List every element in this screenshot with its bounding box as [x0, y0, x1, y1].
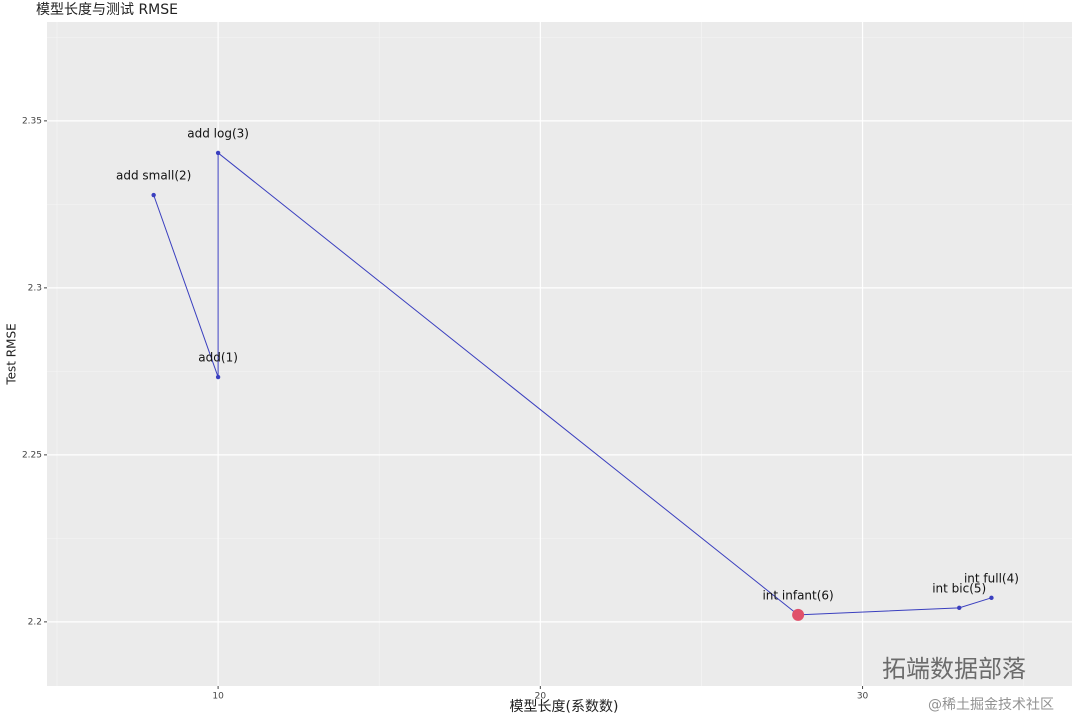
chart-title: 模型长度与测试 RMSE: [36, 2, 178, 18]
line: [153, 151, 992, 616]
data-label: add(1): [198, 351, 238, 365]
point: [989, 595, 994, 601]
highlight-point: [792, 608, 805, 621]
x-tick-label: 10: [212, 692, 224, 702]
y-tick-label: 2.3: [28, 283, 42, 293]
point: [215, 374, 221, 380]
watermark: 拓端数据部落: [882, 655, 1026, 683]
point: [957, 605, 962, 611]
data-label: add log(3): [187, 126, 249, 140]
watermark: @稀土掘金技术社区: [928, 697, 1054, 713]
data-label: int bic(5): [932, 581, 986, 595]
point: [215, 150, 221, 156]
data-label: int infant(6): [762, 588, 833, 602]
data-label: add small(2): [116, 169, 191, 183]
y-axis-label: Test RMSE: [5, 323, 19, 385]
x-tick-label: 30: [857, 692, 869, 702]
x-tick-label: 20: [535, 692, 547, 702]
y-tick-label: 2.35: [22, 116, 42, 126]
y-tick-label: 2.25: [22, 450, 42, 460]
data-label: int full(4): [964, 571, 1019, 585]
y-tick-label: 2.2: [28, 617, 42, 627]
point: [151, 192, 156, 198]
x-axis-label: 模型长度(系数数): [510, 699, 619, 715]
